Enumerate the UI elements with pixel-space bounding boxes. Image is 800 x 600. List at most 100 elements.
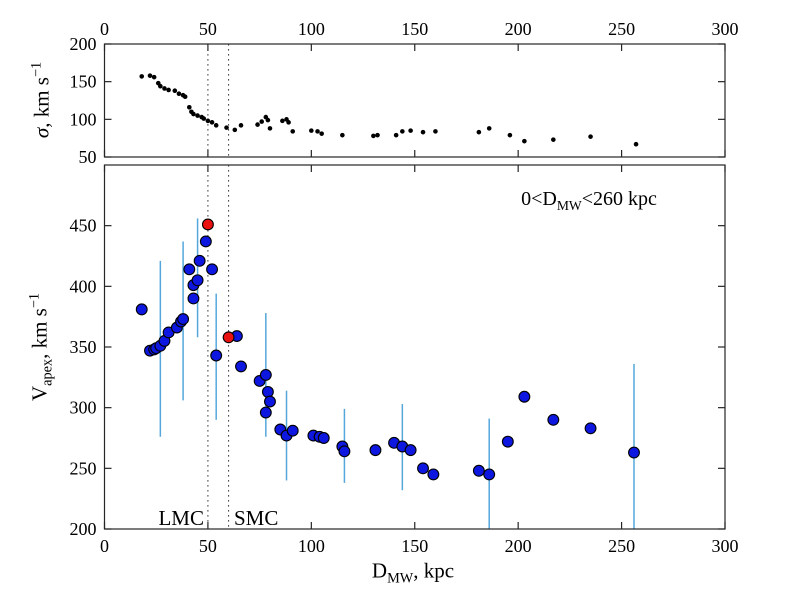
y-tick-label: 200 (70, 34, 97, 54)
vapex-data-point-blue (472, 464, 485, 477)
sigma-data-point (267, 126, 273, 131)
vapex-data-point-blue (338, 445, 351, 458)
x-tick-label: 250 (608, 19, 635, 39)
vapex-data-point-blue (317, 432, 330, 444)
sigma-data-point (162, 86, 167, 91)
sigma-data-point (340, 132, 345, 138)
sigma-data-point (290, 129, 296, 134)
vapex-data-point-blue (177, 313, 190, 326)
vapex-data-point-blue (501, 435, 514, 448)
vapex-data-point-red (201, 218, 214, 231)
sigma-data-point (371, 133, 376, 139)
y-tick-label: 250 (70, 458, 97, 478)
y-tick-label: 50 (79, 147, 97, 167)
label-lmc: LMC (158, 506, 204, 530)
vapex-data-point-blue (193, 254, 206, 267)
sigma-data-point (182, 94, 188, 100)
y-tick-label: 400 (70, 276, 97, 296)
vapex-data-point-red (222, 331, 235, 344)
sigma-data-point (166, 87, 171, 93)
y-tick-label: 100 (70, 109, 97, 129)
vapex-data-point-blue (264, 395, 276, 408)
sigma-data-point (255, 122, 260, 127)
sigma-data-point (151, 74, 157, 80)
vapex-data-point-blue (259, 406, 272, 419)
sigma-data-point (588, 134, 593, 139)
sigma-data-point (209, 120, 215, 125)
sigma-data-point (433, 129, 438, 134)
sigma-data-point (147, 73, 153, 78)
sigma-data-point (191, 111, 196, 117)
sigma-data-point (315, 129, 320, 134)
sigma-data-point (280, 118, 285, 124)
x-tick-label: 150 (401, 536, 428, 556)
sigma-data-point (319, 131, 324, 136)
x-tick-label: 250 (608, 536, 635, 556)
sigma-symbol: σ (29, 127, 54, 139)
annotation-dmw-range: 0<DMW<260 kpc (521, 188, 657, 214)
sigma-data-point (265, 117, 271, 123)
vapex-data-point-blue (547, 413, 560, 426)
sigma-data-point (238, 123, 244, 128)
x-tick-label: 50 (199, 536, 217, 556)
vapex-data-point-blue (584, 422, 597, 435)
sigma-data-point (393, 132, 399, 138)
sigma-data-point (158, 83, 163, 89)
sigma-data-point (507, 132, 513, 138)
sigma-data-point (195, 113, 200, 118)
x-tick-label: 50 (199, 19, 217, 39)
x-tick-label: 100 (298, 19, 325, 39)
vapex-data-point-blue (235, 360, 247, 373)
vapex-data-point-blue (199, 235, 212, 248)
vapex-data-point-blue (259, 368, 272, 381)
sigma-data-point (286, 120, 291, 125)
vapex-data-point-blue (206, 263, 219, 276)
y-tick-label: 450 (70, 216, 97, 236)
y-axis-label-top: σ, km s−1 (28, 61, 54, 139)
vapex-data-point-blue (628, 446, 640, 459)
y-tick-label: 150 (70, 72, 97, 92)
vapex-data-point-blue (191, 274, 204, 287)
sigma-data-point (551, 137, 556, 142)
sigma-data-point (476, 129, 482, 135)
sigma-data-point (259, 119, 264, 124)
x-axis-label: DMW, kpc (371, 558, 455, 587)
vapex-data-point-blue (427, 468, 440, 481)
x-tick-label: 0 (100, 536, 109, 556)
label-smc: SMC (234, 506, 279, 530)
x-tick-label: 200 (505, 536, 532, 556)
vapex-data-point-blue (369, 444, 382, 457)
sigma-data-point (224, 125, 229, 130)
x-tick-label: 300 (712, 19, 739, 39)
vapex-data-point-blue (518, 390, 531, 403)
sigma-data-point (139, 74, 145, 79)
vapex-data-point-blue (135, 303, 148, 316)
y-tick-label: 350 (70, 337, 97, 357)
x-tick-label: 100 (298, 536, 325, 556)
sigma-data-point (187, 104, 192, 110)
vapex-data-point-blue (187, 292, 200, 305)
vapex-data-point-blue (483, 468, 496, 481)
sigma-data-point (400, 129, 405, 134)
sigma-data-point (408, 128, 413, 133)
y-tick-label: 200 (70, 519, 97, 539)
vapex-data-point-blue (183, 263, 196, 276)
vapex-data-point-blue (286, 424, 299, 437)
y-axis-label-bottom: Vapex, km s−1 (26, 292, 56, 402)
x-tick-label: 200 (505, 19, 532, 39)
sigma-data-point (375, 132, 380, 138)
sigma-data-point (172, 88, 178, 94)
vapex-data-point-blue (417, 462, 429, 475)
vapex-data-point-blue (404, 444, 417, 457)
sigma-data-point (213, 123, 219, 128)
sigma-data-point (486, 126, 492, 131)
sigma-data-point (309, 128, 314, 133)
sigma-data-point (522, 138, 527, 144)
sigma-data-point (633, 141, 639, 147)
sigma-data-point (176, 91, 182, 97)
y-tick-label: 300 (70, 398, 97, 418)
sigma-data-point (205, 118, 211, 124)
vapex-data-point-blue (261, 385, 274, 398)
vapex-data-point-blue (210, 349, 223, 362)
